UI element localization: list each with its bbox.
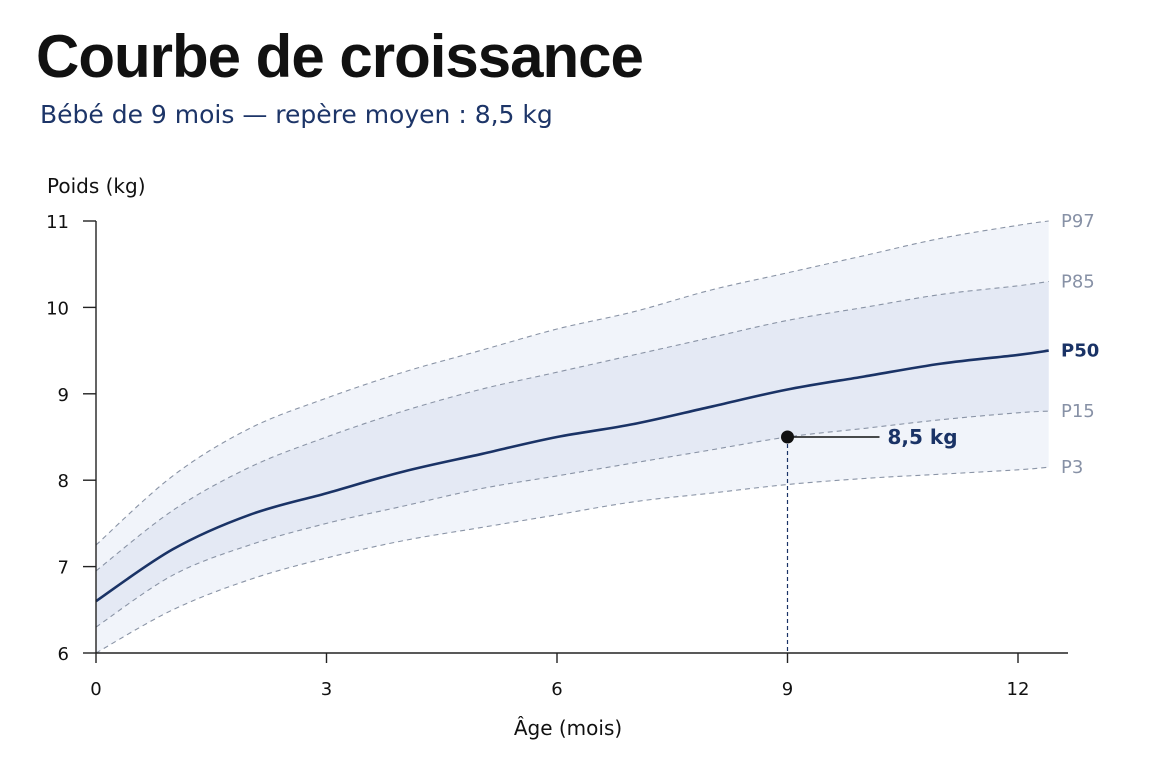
series-label-p3: P3 [1061,457,1083,478]
y-tick-label: 9 [58,385,69,406]
series-label-p85: P85 [1061,271,1095,292]
y-tick-label: 11 [46,212,69,233]
data-point [781,430,794,444]
y-tick-label: 7 [58,558,69,579]
x-tick-label: 12 [1007,679,1030,700]
y-tick-label: 8 [58,471,69,492]
data-point-label: 8,5 kg [888,425,958,449]
series-label-p50: P50 [1061,341,1099,362]
series-line-p97 [95,220,1049,546]
y-tick-label: 6 [58,644,69,665]
series-line-p50 [95,349,1049,603]
y-tick-label: 10 [46,298,69,319]
series-line-p15 [95,410,1049,628]
series-label-p15: P15 [1061,401,1095,422]
x-tick-label: 0 [90,679,101,700]
page-title: Courbe de croissance [36,23,644,90]
page-subtitle: Bébé de 9 mois — repère moyen : 8,5 kg [40,100,553,129]
x-axis-label: Âge (mois) [514,716,622,740]
series-label-p97: P97 [1061,211,1095,232]
x-tick-label: 3 [321,679,332,700]
series-line-p85 [95,280,1049,572]
band-p15-p85 [96,281,1049,628]
x-tick-label: 9 [782,679,793,700]
y-axis-label: Poids (kg) [47,174,146,198]
x-tick-label: 6 [551,679,562,700]
